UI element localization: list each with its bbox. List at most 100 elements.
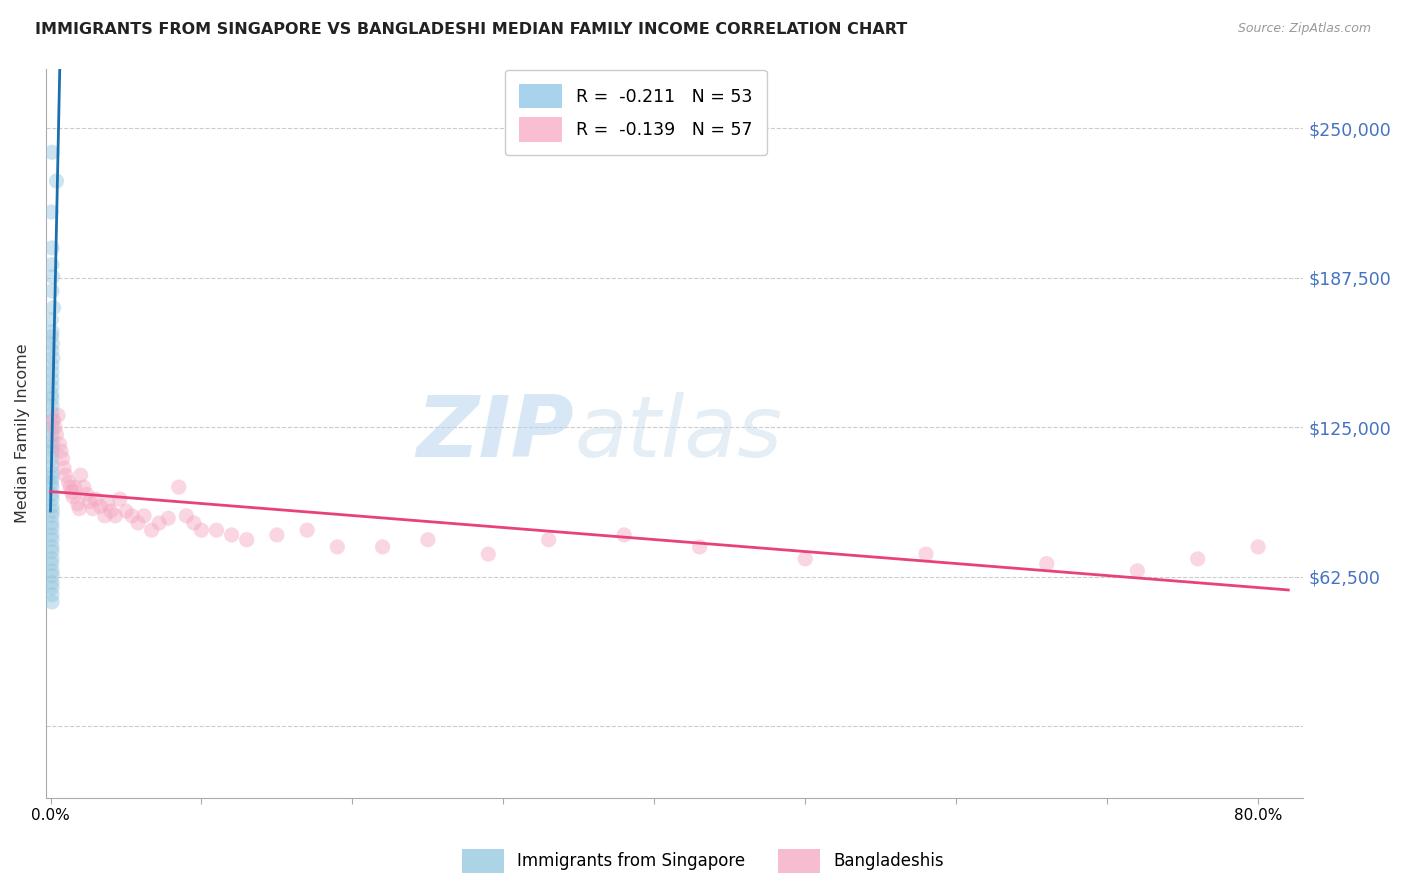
Point [235, 533, 257, 547]
Point [41, 581, 63, 595]
Point [41, 552, 63, 566]
Point [76, 487, 98, 501]
Point [41, 420, 63, 434]
Point [39, 312, 62, 326]
Point [141, 523, 163, 537]
Text: atlas: atlas [574, 392, 782, 475]
Point [1247, 540, 1270, 554]
Point [41, 470, 63, 484]
Text: Source: ZipAtlas.com: Source: ZipAtlas.com [1237, 22, 1371, 36]
Point [49, 444, 72, 458]
Point [41, 595, 63, 609]
Point [41, 365, 63, 379]
Point [45, 174, 67, 188]
Point [41, 145, 63, 160]
Point [41, 284, 63, 298]
Point [42, 440, 65, 454]
Point [41, 392, 63, 406]
Point [41, 329, 63, 343]
Point [115, 504, 138, 518]
Point [41, 508, 63, 523]
Point [266, 528, 288, 542]
Point [221, 528, 243, 542]
Point [41, 406, 63, 420]
Point [41, 516, 63, 530]
Point [41, 325, 63, 339]
Point [190, 523, 212, 537]
Point [157, 511, 180, 525]
Y-axis label: Median Family Income: Median Family Income [15, 343, 30, 523]
Point [41, 241, 63, 255]
Point [42, 269, 65, 284]
Point [41, 451, 63, 466]
Point [66, 497, 89, 511]
Point [41, 399, 63, 413]
Point [41, 427, 63, 442]
Text: ZIP: ZIP [416, 392, 574, 475]
Point [41, 458, 63, 473]
Point [41, 564, 63, 578]
Point [794, 552, 817, 566]
Legend: R =  -0.211   N = 53, R =  -0.139   N = 57: R = -0.211 N = 53, R = -0.139 N = 57 [505, 70, 766, 155]
Text: IMMIGRANTS FROM SINGAPORE VS BANGLADESHI MEDIAN FAMILY INCOME CORRELATION CHART: IMMIGRANTS FROM SINGAPORE VS BANGLADESHI… [35, 22, 907, 37]
Point [94, 508, 117, 523]
Point [48, 437, 70, 451]
Point [41, 480, 63, 494]
Point [52, 451, 75, 466]
Point [41, 475, 63, 490]
Point [41, 500, 63, 514]
Point [148, 516, 170, 530]
Point [84, 491, 107, 506]
Point [69, 468, 91, 483]
Point [41, 444, 63, 458]
Point [477, 547, 499, 561]
Point [41, 544, 63, 558]
Point [41, 343, 63, 358]
Point [689, 540, 711, 554]
Point [41, 575, 63, 590]
Point [42, 301, 65, 315]
Point [62, 490, 84, 504]
Point [97, 497, 120, 511]
Point [59, 480, 82, 494]
Point [73, 480, 96, 494]
Point [167, 480, 190, 494]
Point [63, 480, 86, 494]
Point [41, 540, 63, 554]
Point [41, 557, 63, 571]
Legend: Immigrants from Singapore, Bangladeshis: Immigrants from Singapore, Bangladeshis [456, 842, 950, 880]
Point [79, 494, 101, 508]
Point [41, 521, 63, 535]
Point [41, 413, 63, 427]
Point [41, 358, 63, 372]
Point [371, 540, 394, 554]
Point [82, 501, 104, 516]
Point [41, 466, 63, 480]
Point [58, 475, 80, 490]
Point [326, 540, 349, 554]
Point [1036, 557, 1059, 571]
Point [46, 409, 69, 423]
Point [41, 336, 63, 351]
Point [121, 508, 143, 523]
Point [295, 523, 318, 537]
Point [55, 468, 77, 483]
Point [41, 487, 63, 501]
Point [416, 533, 439, 547]
Point [67, 501, 90, 516]
Point [41, 504, 63, 518]
Point [41, 387, 63, 401]
Point [1187, 552, 1209, 566]
Point [132, 508, 155, 523]
Point [42, 351, 65, 365]
Point [41, 372, 63, 386]
Point [537, 533, 560, 547]
Point [41, 588, 63, 602]
Point [45, 427, 67, 442]
Point [104, 508, 127, 523]
Point [41, 434, 63, 449]
Point [108, 491, 131, 506]
Point [183, 516, 205, 530]
Point [41, 258, 63, 272]
Point [613, 528, 636, 542]
